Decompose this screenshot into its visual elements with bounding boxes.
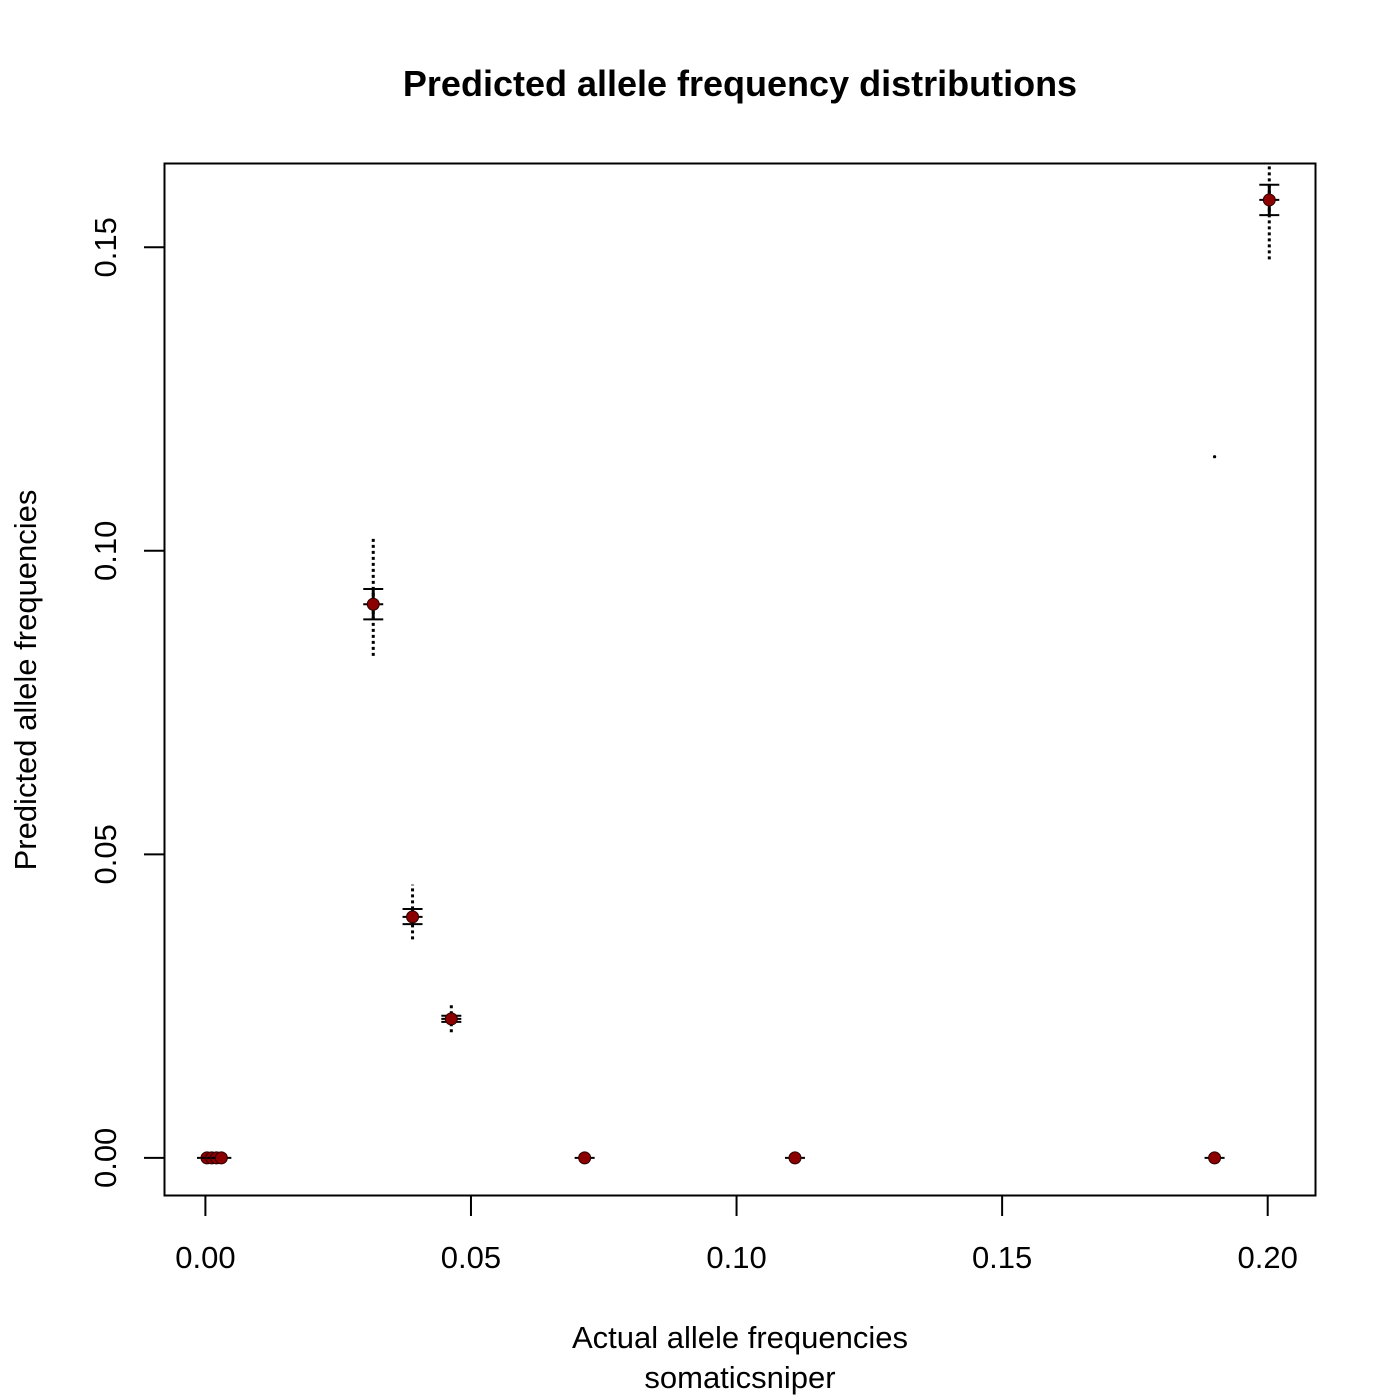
x-tick-label: 0.20 — [1238, 1240, 1298, 1275]
data-point-group — [784, 1151, 805, 1165]
data-point-group — [402, 884, 423, 940]
y-tick-label: 0.00 — [88, 1128, 123, 1188]
y-axis-label: Predicted allele frequencies — [8, 490, 43, 871]
x-axis-label: Actual allele frequencies — [572, 1320, 908, 1355]
y-tick-label: 0.15 — [88, 217, 123, 277]
y-axis: 0.00 0.05 0.10 0.15 — [88, 217, 166, 1188]
data-point-group — [441, 1003, 462, 1033]
data-point-group — [363, 537, 384, 656]
data-point — [444, 1012, 458, 1026]
data-point-group — [211, 1151, 232, 1165]
data-point — [788, 1151, 802, 1165]
data-point-group — [1259, 163, 1280, 260]
data-point — [366, 597, 380, 611]
data-point-group — [574, 1151, 595, 1165]
data-point — [1208, 1151, 1222, 1165]
y-tick-label: 0.10 — [88, 521, 123, 581]
plot-marks — [196, 163, 1280, 1165]
x-tick-label: 0.10 — [706, 1240, 766, 1275]
data-point-group — [1204, 1151, 1225, 1165]
x-tick-label: 0.15 — [972, 1240, 1032, 1275]
plot-frame — [163, 162, 1317, 1197]
data-point — [578, 1151, 592, 1165]
x-axis: 0.00 0.05 0.10 0.15 0.20 — [175, 1194, 1298, 1275]
outlier-point — [1212, 455, 1217, 459]
y-tick-label: 0.05 — [88, 824, 123, 884]
data-point — [1262, 193, 1276, 207]
data-point — [214, 1151, 228, 1165]
chart-title: Predicted allele frequency distributions — [403, 63, 1077, 104]
x-tick-label: 0.05 — [441, 1240, 501, 1275]
data-point — [406, 910, 420, 924]
x-axis-sublabel: somaticsniper — [644, 1360, 835, 1395]
x-tick-label: 0.00 — [175, 1240, 235, 1275]
